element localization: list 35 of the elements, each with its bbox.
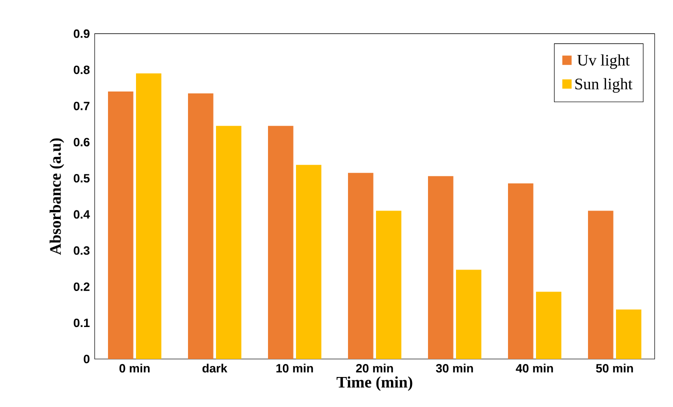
- y-axis-title: Absorbance (a.u): [50, 138, 64, 255]
- bar: [588, 210, 614, 359]
- bar: [508, 183, 534, 359]
- bar: [376, 210, 402, 359]
- bar: [348, 172, 374, 359]
- bar: [428, 176, 454, 359]
- y-tick-label: 0.1: [74, 318, 90, 328]
- bar: [296, 164, 322, 359]
- bar: [108, 92, 134, 359]
- y-tick-label: 0.3: [74, 246, 90, 255]
- y-tick-label: 0.6: [74, 138, 90, 146]
- x-tick-label: 50 min: [596, 364, 633, 373]
- y-tick-label: 0.7: [74, 102, 90, 110]
- x-tick-label: 10 min: [276, 364, 313, 373]
- legend-label: Sun light: [575, 78, 632, 93]
- x-tick-label: 0 min: [119, 364, 150, 373]
- y-tick-label: 0: [84, 354, 90, 364]
- y-tick-label: 0.9: [74, 29, 90, 38]
- y-tick-label: 0.8: [74, 66, 90, 74]
- legend-label: Uv light: [577, 54, 630, 69]
- x-tick-label: 30 min: [436, 364, 473, 373]
- x-tick-label: 40 min: [516, 364, 553, 373]
- x-tick-label: dark: [202, 364, 228, 373]
- bar: [268, 126, 294, 359]
- bar: [456, 270, 482, 359]
- y-tick-label: 0.5: [74, 174, 90, 183]
- bar: [216, 126, 242, 359]
- bar: [136, 73, 162, 359]
- x-axis-title: Time (min): [336, 376, 412, 391]
- y-tick-label: 0.2: [74, 282, 90, 291]
- y-tick-label: 0.4: [74, 210, 90, 219]
- bar: [616, 309, 642, 359]
- x-tick-label: 20 min: [356, 364, 393, 373]
- bar: [536, 292, 562, 359]
- bar: [188, 93, 214, 359]
